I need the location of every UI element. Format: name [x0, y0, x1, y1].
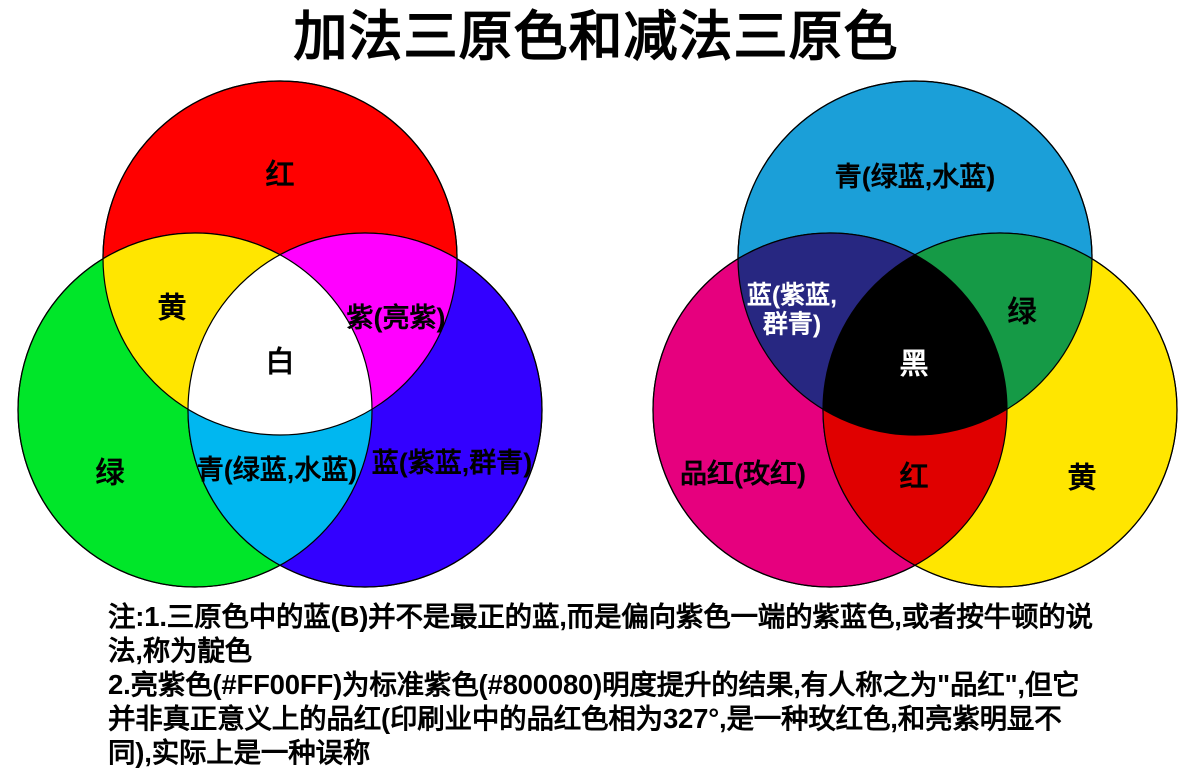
- subtractive-outline-yellow: [822, 232, 1178, 588]
- subtractive-label-green: 绿: [1007, 296, 1037, 329]
- additive-outline-green: [17, 232, 373, 588]
- additive-label-magenta: 紫(亮紫): [347, 302, 446, 333]
- additive-label-cyan: 青(绿蓝,水蓝): [197, 455, 357, 485]
- page-title: 加法三原色和减法三原色: [293, 7, 899, 67]
- subtractive-label-blue-line2: 群青): [763, 311, 821, 339]
- venn-diagrams-area: 红 绿 蓝(紫蓝,群青) 黄 紫(亮紫) 青(绿蓝,水蓝) 白: [0, 72, 1192, 607]
- additive-label-white: 白: [265, 346, 294, 379]
- venn-svg: 红 绿 蓝(紫蓝,群青) 黄 紫(亮紫) 青(绿蓝,水蓝) 白: [17, 80, 1178, 588]
- additive-label-yellow: 黄: [157, 292, 186, 325]
- additive-outline-blue: [187, 232, 543, 588]
- subtractive-outline-magenta: [652, 232, 1008, 588]
- additive-label-green: 绿: [95, 457, 125, 490]
- subtractive-label-magenta: 品红(玫红): [680, 458, 806, 489]
- additive-outline-red: [102, 80, 458, 436]
- additive-label-blue: 蓝(紫蓝,群青): [372, 448, 532, 478]
- subtractive-overlap-black: [823, 233, 1007, 435]
- additive-venn: 红 绿 蓝(紫蓝,群青) 黄 紫(亮紫) 青(绿蓝,水蓝) 白: [17, 80, 543, 588]
- additive-label-red: 红: [265, 159, 294, 192]
- note-1: 注:1.三原色中的蓝(B)并不是最正的蓝,而是偏向紫色一端的紫蓝色,或者按牛顿的…: [108, 601, 1093, 666]
- subtractive-label-cyan: 青(绿蓝,水蓝): [835, 162, 995, 192]
- subtractive-outline-cyan: [737, 80, 1093, 436]
- notes-block: 注:1.三原色中的蓝(B)并不是最正的蓝,而是偏向紫色一端的紫蓝色,或者按牛顿的…: [108, 600, 1098, 770]
- subtractive-label-blue-line1: 蓝(紫蓝,: [747, 282, 837, 310]
- note-2: 2.亮紫色(#FF00FF)为标准紫色(#800080)明度提升的结果,有人称之…: [108, 669, 1080, 768]
- subtractive-label-red: 红: [899, 461, 928, 494]
- subtractive-venn: 青(绿蓝,水蓝) 品红(玫红) 黄 蓝(紫蓝, 群青) 绿 红 黑: [652, 80, 1178, 588]
- subtractive-label-yellow: 黄: [1067, 462, 1096, 495]
- subtractive-label-black: 黑: [899, 349, 928, 381]
- additive-overlap-white: [188, 233, 372, 435]
